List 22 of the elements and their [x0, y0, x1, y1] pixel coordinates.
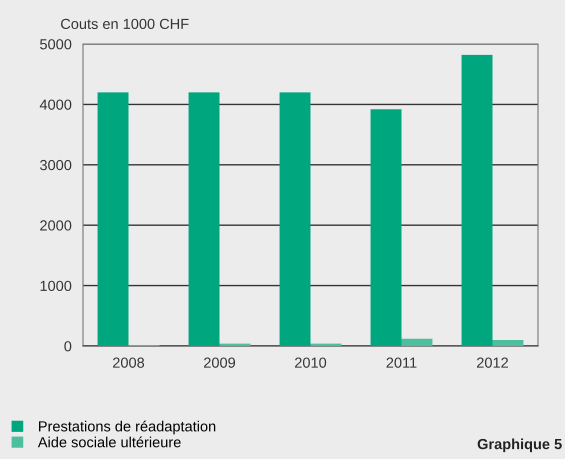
y-tick-label: 4000 [40, 100, 72, 110]
bar [280, 92, 310, 346]
y-tick-label: 3000 [40, 160, 72, 170]
bar [462, 54, 492, 346]
y-tick-label: 1000 [40, 280, 72, 292]
x-tick-label: 2010 [295, 357, 326, 368]
x-tick-label: 2009 [204, 357, 236, 368]
bar [188, 92, 220, 346]
text: Graphique 5 [478, 438, 562, 452]
bar [492, 340, 524, 346]
bar [402, 338, 432, 346]
x-tick-label: 2012 [477, 357, 508, 368]
x-tick-label: 2008 [113, 357, 144, 368]
y-tick-label: 2000 [40, 220, 72, 231]
legend-label: Prestations de réadaptation [39, 420, 216, 434]
bar [98, 92, 128, 346]
y-tick-label: 5000 [40, 39, 72, 50]
y-axis-title: Couts en 1000 CHF [60, 18, 189, 30]
bar [370, 109, 402, 346]
x-tick-label: 2011 [386, 357, 416, 368]
y-tick-label: 0 [64, 341, 72, 352]
legend-label: Aide sociale ultérieure [38, 436, 181, 448]
